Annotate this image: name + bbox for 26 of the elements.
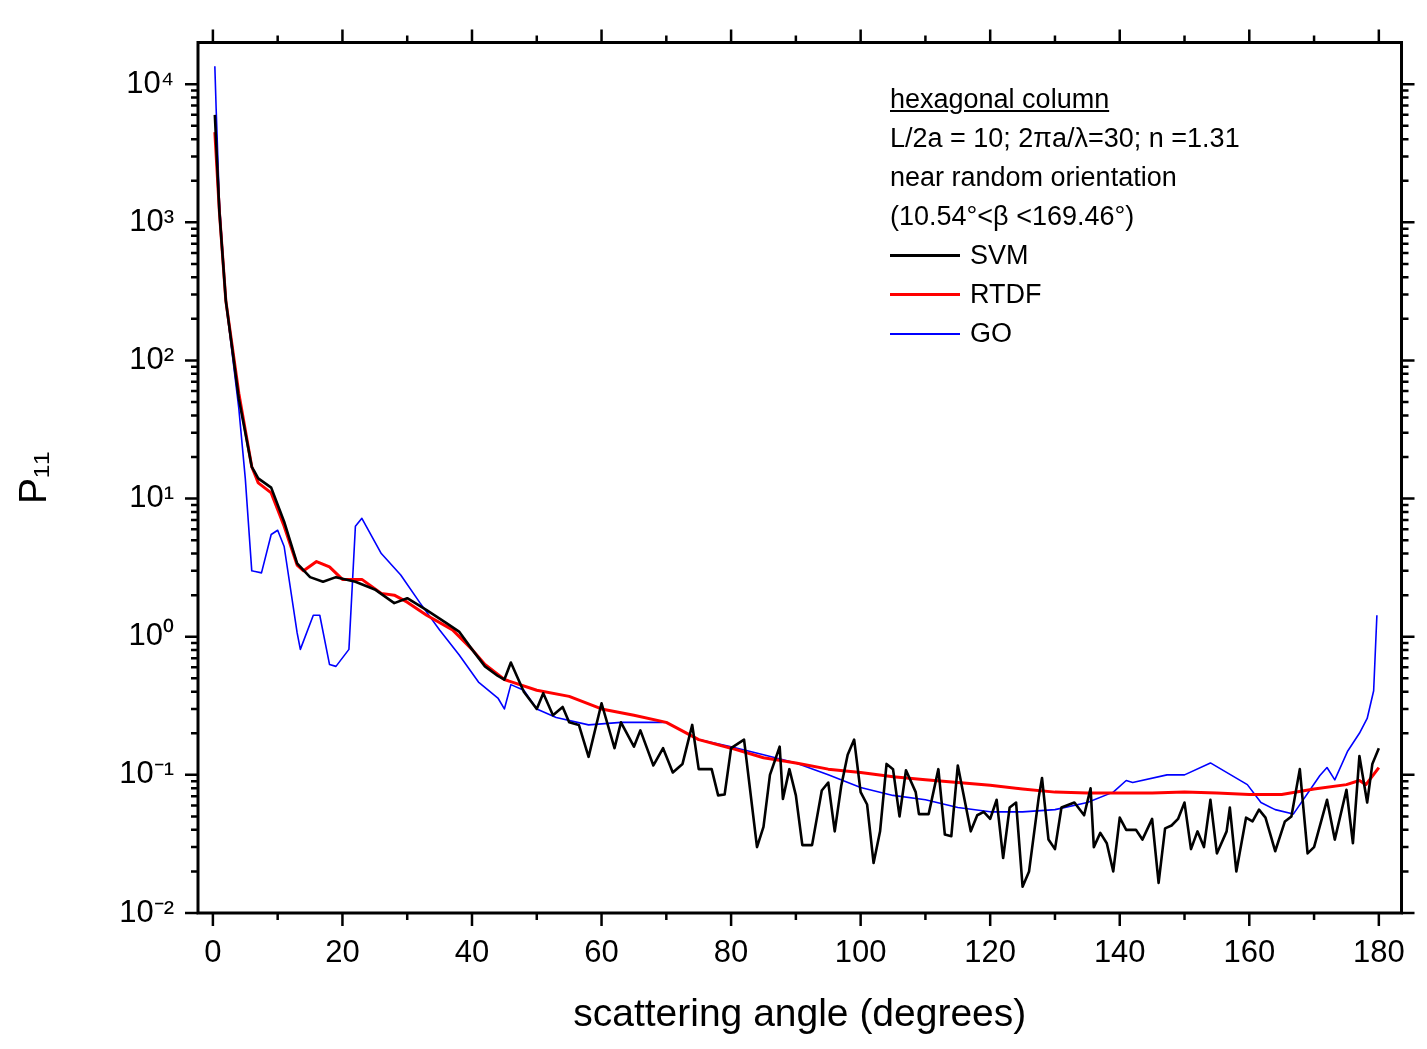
x-tick-label: 20 [325,934,360,970]
legend-label: GO [970,317,1013,350]
y-tick-label: 10⁴ [126,64,174,100]
x-tick-label: 80 [713,934,749,970]
legend-label: SVM [970,239,1029,272]
x-tick-label: 100 [834,934,887,970]
legend-label: RTDF [970,278,1042,311]
annotation: near random orientation [890,161,1178,194]
x-tick-label: 60 [584,934,619,970]
y-tick-label: 10² [129,341,174,376]
y-tick-label: 10⁻¹ [119,755,174,791]
x-tick-label: 180 [1352,934,1405,970]
x-tick-label: 120 [964,934,1017,970]
y-axis-title: P₁₁ [11,451,55,504]
x-tick-label: 160 [1223,934,1276,970]
y-tick-label: 10⁻² [119,893,174,929]
annotation: hexagonal column [890,83,1111,116]
annotation: L/2a = 10; 2πa/λ=30; n =1.31 [890,122,1240,155]
y-tick-label: 10¹ [129,479,174,515]
x-tick-label: 140 [1093,934,1146,970]
x-tick-label: 0 [204,934,222,970]
y-tick-label: 10³ [129,202,174,238]
x-axis-title: scattering angle (degrees) [573,991,1027,1035]
annotation: (10.54°<β <169.46°) [890,200,1136,233]
x-tick-label: 40 [454,934,490,970]
y-tick-label: 10⁰ [128,617,174,653]
